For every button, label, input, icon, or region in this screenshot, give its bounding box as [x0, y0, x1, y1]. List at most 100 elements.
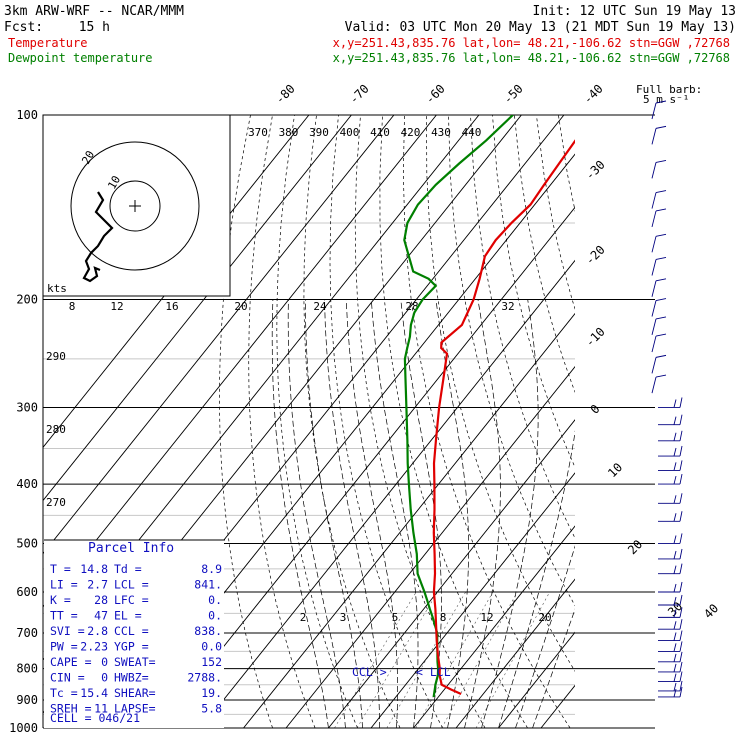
wind-barb [658, 473, 683, 485]
dry-adiabat [248, 115, 316, 728]
parcel-info-value: 841. [194, 578, 222, 592]
dry-adiabat [558, 115, 575, 213]
parcel-info-key: LFC = [114, 593, 149, 607]
wind-barb [658, 680, 683, 692]
dry-adiabat [734, 115, 740, 728]
moist-adiabat [435, 299, 469, 728]
wind-barb [658, 594, 683, 606]
parcel-info-value: 14.8 [80, 562, 108, 576]
parcel-info-key: SHEAR= [114, 686, 156, 700]
wind-barb [658, 414, 683, 426]
barb-legend-units: 5 m s⁻¹ [643, 93, 689, 106]
dry-adiabat [276, 115, 358, 728]
temperature-tick-label: 0 [588, 402, 603, 417]
parcel-info-value: 28 [94, 593, 108, 607]
dry-adiabat [426, 115, 575, 672]
wind-barb [651, 257, 667, 276]
hodograph-units: kts [47, 282, 67, 295]
hodograph-ring-label-20: 20 [79, 149, 97, 167]
pressure-label: 300 [16, 400, 38, 414]
isotherm [200, 259, 575, 728]
parcel-info-value: 152 [201, 655, 222, 669]
wind-barb [651, 374, 667, 394]
mixing-ratio-label: 3 [340, 611, 347, 624]
wind-barb [658, 686, 683, 698]
mixing-ratio-line [415, 591, 494, 728]
dewpoint-station-info: x,y=251.43,835.76 lat,lon= 48.21,-106.62… [333, 51, 730, 65]
wind-barb [651, 125, 667, 145]
wind-barb [658, 397, 683, 408]
wind-barb [651, 233, 667, 253]
wind-barb [658, 563, 683, 575]
isotherm [370, 472, 575, 728]
dry-adiabat [470, 115, 575, 539]
ccl-label: CCL > [352, 665, 387, 679]
wind-barb [651, 159, 667, 179]
theta-e-label: 420 [401, 126, 421, 139]
parcel-info-key: PW = [50, 640, 78, 654]
dry-adiabat [580, 115, 740, 728]
parcel-info-value: 2.23 [80, 640, 108, 654]
mixing-ratio-line [386, 591, 466, 728]
dewpoint-legend: Dewpoint temperature [8, 51, 153, 65]
wind-barb [651, 278, 667, 297]
parcel-info-key: Td = [114, 562, 142, 576]
temperature-tick-label: -80 [273, 82, 298, 107]
temperature-tick-label: -50 [501, 82, 526, 107]
theta-e-label: 24 [313, 300, 327, 313]
wind-barb [651, 100, 667, 120]
isotherm [413, 525, 575, 728]
mixing-ratio-label: 12 [480, 611, 493, 624]
ccl-lcl-markers: CCL > < LCL [352, 665, 451, 679]
dry-adiabats [219, 115, 740, 728]
forecast-hour: 15 h [79, 20, 110, 35]
theta-e-label: 12 [110, 300, 123, 313]
wind-barb [658, 619, 683, 630]
parcel-info-key: TT = [50, 609, 78, 623]
mixing-ratio-label: 2 [300, 611, 307, 624]
moist-adiabats [271, 299, 575, 728]
isotherm [328, 419, 575, 728]
wind-barb [658, 630, 683, 641]
wind-barb [651, 190, 667, 209]
pressure-label: 600 [16, 585, 38, 599]
init-time: Init: 12 UTC Sun 19 May 13 [533, 4, 737, 19]
parcel-info-key: SVI = [50, 624, 85, 638]
parcel-info-key: CCL = [114, 624, 149, 638]
mixing-ratio-label: 5 [392, 611, 399, 624]
isotherm [498, 631, 575, 728]
theta-e-label: 390 [309, 126, 329, 139]
wind-barb [658, 548, 683, 560]
moist-adiabat [532, 608, 575, 728]
parcel-info-title: Parcel Info [88, 541, 174, 556]
pressure-label: 1000 [9, 721, 38, 735]
dry-adiabat [514, 115, 575, 393]
pressure-label: 500 [16, 536, 38, 550]
adiabat-labels: 2 3 5 8 12 20 370 380 390 400 410 420 430 440 8 12 16 20 2… [46, 126, 552, 624]
theta-label: 290 [46, 350, 66, 363]
dry-adiabat [219, 115, 273, 728]
mixing-ratio-line [475, 591, 550, 728]
hodograph-ring-label-10: 10 [105, 174, 123, 192]
mixing-ratio-label: 20 [538, 611, 551, 624]
parcel-info-value: 0 [101, 655, 108, 669]
theta-label: 280 [46, 423, 66, 436]
parcel-info-value: 838. [194, 624, 222, 638]
moist-adiabat [515, 545, 575, 728]
pressure-label: 900 [16, 693, 38, 707]
lcl-label: < LCL [416, 665, 451, 679]
parcel-info-value: 15.4 [80, 686, 108, 700]
parcel-info-value: 5.8 [201, 702, 222, 716]
wind-barb [651, 354, 667, 374]
parcel-info-key: CAPE = [50, 655, 92, 669]
pressure-label: 400 [16, 477, 38, 491]
parcel-info-key: YGP = [114, 640, 149, 654]
theta-e-label: 8 [69, 300, 76, 313]
wind-barb [658, 671, 683, 683]
theta-e-label: 32 [501, 300, 514, 313]
wind-barb [658, 445, 683, 457]
mixing-ratio-label: 8 [440, 611, 447, 624]
parcel-info-value: 0. [208, 609, 222, 623]
temperature-tick-label: -10 [583, 325, 608, 350]
